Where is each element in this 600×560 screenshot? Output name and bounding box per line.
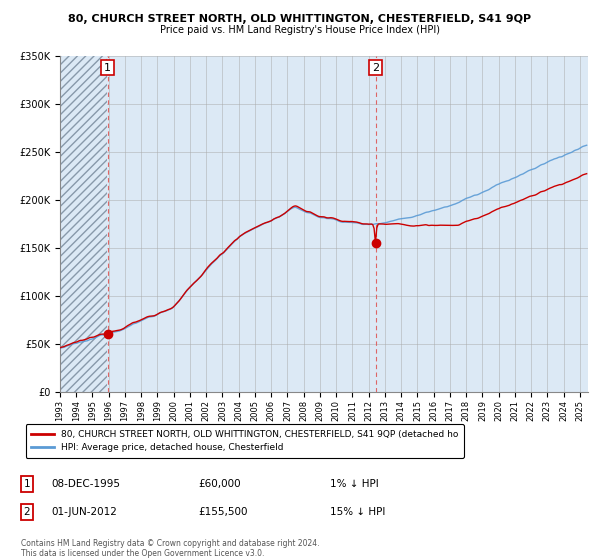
Legend: 80, CHURCH STREET NORTH, OLD WHITTINGTON, CHESTERFIELD, S41 9QP (detached ho, HP: 80, CHURCH STREET NORTH, OLD WHITTINGTON… bbox=[26, 424, 464, 458]
Text: £155,500: £155,500 bbox=[198, 507, 248, 517]
Text: 1% ↓ HPI: 1% ↓ HPI bbox=[330, 479, 379, 489]
Text: Price paid vs. HM Land Registry's House Price Index (HPI): Price paid vs. HM Land Registry's House … bbox=[160, 25, 440, 35]
Text: 2: 2 bbox=[23, 507, 31, 517]
Text: 15% ↓ HPI: 15% ↓ HPI bbox=[330, 507, 385, 517]
Text: 01-JUN-2012: 01-JUN-2012 bbox=[51, 507, 117, 517]
Text: 2: 2 bbox=[372, 63, 379, 73]
Text: 1: 1 bbox=[104, 63, 111, 73]
Text: 08-DEC-1995: 08-DEC-1995 bbox=[51, 479, 120, 489]
Text: £60,000: £60,000 bbox=[198, 479, 241, 489]
Text: Contains HM Land Registry data © Crown copyright and database right 2024.
This d: Contains HM Land Registry data © Crown c… bbox=[21, 539, 320, 558]
Text: 80, CHURCH STREET NORTH, OLD WHITTINGTON, CHESTERFIELD, S41 9QP: 80, CHURCH STREET NORTH, OLD WHITTINGTON… bbox=[68, 14, 532, 24]
Text: 1: 1 bbox=[23, 479, 31, 489]
